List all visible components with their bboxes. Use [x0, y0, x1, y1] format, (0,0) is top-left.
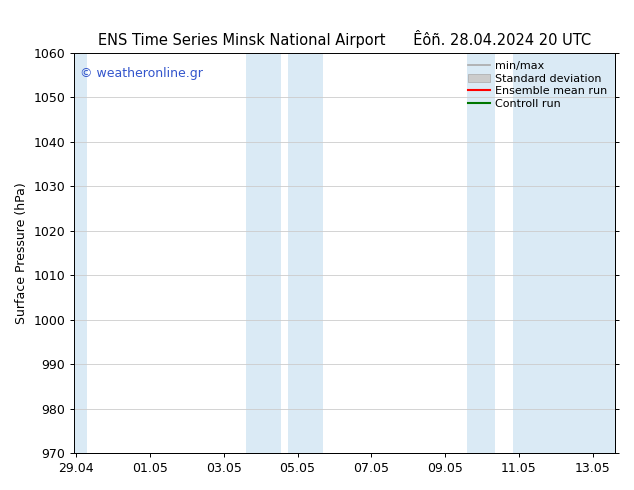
Bar	[514, 53, 615, 453]
Text: © weatheronline.gr: © weatheronline.gr	[80, 67, 203, 80]
Bar	[288, 53, 323, 453]
Legend: min/max, Standard deviation, Ensemble mean run, Controll run: min/max, Standard deviation, Ensemble me…	[463, 56, 612, 114]
Bar	[74, 53, 87, 453]
Title: ENS Time Series Minsk National Airport      Êôñ. 28.04.2024 20 UTC: ENS Time Series Minsk National Airport Ê…	[98, 30, 592, 48]
Y-axis label: Surface Pressure (hPa): Surface Pressure (hPa)	[15, 182, 28, 324]
Bar	[246, 53, 281, 453]
Bar	[467, 53, 495, 453]
